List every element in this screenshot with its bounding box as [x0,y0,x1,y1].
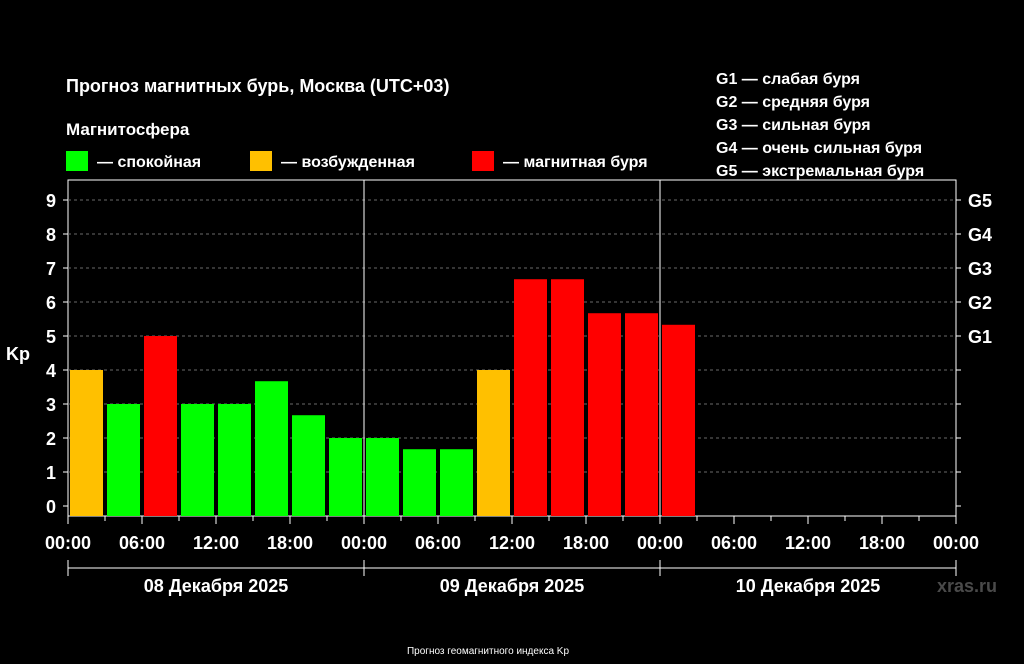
kp-bar [366,438,399,516]
right-tick-label: G1 [968,327,992,347]
x-tick-label: 00:00 [637,533,683,553]
x-tick-label: 06:00 [711,533,757,553]
y-tick-label: 8 [46,225,56,245]
g-scale-item: G4 — очень сильная буря [716,140,922,157]
legend-swatch-disturbed [250,151,272,171]
y-tick-label: 0 [46,497,56,517]
g-scale-item: G2 — средняя буря [716,94,870,111]
x-tick-label: 06:00 [415,533,461,553]
g-scale-list: G1 — слабая буря G2 — средняя буря G3 — си… [716,71,924,180]
day-label: 08 Декабря 2025 [144,576,289,596]
kp-bar [514,279,547,516]
plot-area: 0 1 2 3 4 5 6 7 8 9 G1 G2 G3 G4 G5 00:00 06:00 12:00 18:00… [45,179,992,596]
x-tick-label: 18:00 [859,533,905,553]
kp-bar [292,415,325,516]
y-tick-label: 1 [46,463,56,483]
legend-title: Магнитосфера [66,120,190,139]
kp-bar [107,404,140,516]
x-tick-label: 12:00 [785,533,831,553]
right-tick-label: G4 [968,225,992,245]
x-tick-label: 18:00 [267,533,313,553]
kp-bar [440,449,473,516]
y-axis-label: Kp [6,344,30,364]
legend-swatch-storm [472,151,494,171]
kp-bar [588,313,621,516]
kp-bar [70,370,103,516]
chart-title: Прогноз магнитных бурь, Москва (UTC+03) [66,76,449,96]
y-tick-label: 7 [46,259,56,279]
x-tick-label: 12:00 [193,533,239,553]
y-tick-label: 6 [46,293,56,313]
day-label: 09 Декабря 2025 [440,576,585,596]
right-tick-label: G2 [968,293,992,313]
kp-bar [477,370,510,516]
right-tick-label: G5 [968,191,992,211]
watermark: xras.ru [937,576,997,596]
g-scale-item: G5 — экстремальная буря [716,163,924,180]
legend-label-quiet: — спокойная [97,154,201,171]
legend-label-disturbed: — возбужденная [281,154,415,171]
x-tick-label: 00:00 [933,533,979,553]
y-tick-label: 4 [46,361,56,381]
kp-bar [255,381,288,516]
kp-bar [662,324,695,516]
right-tick-label: G3 [968,259,992,279]
day-label: 10 Декабря 2025 [736,576,881,596]
legend: — спокойная — возбужденная — магнитная бур… [66,151,648,171]
g-scale-item: G1 — слабая буря [716,71,860,88]
x-tick-label: 00:00 [45,533,91,553]
legend-label-storm: — магнитная буря [503,154,648,171]
x-tick-label: 12:00 [489,533,535,553]
x-tick-label: 06:00 [119,533,165,553]
y-tick-label: 5 [46,327,56,347]
kp-bar [218,404,251,516]
y-tick-label: 9 [46,191,56,211]
kp-bar [144,336,177,516]
kp-bar [403,449,436,516]
kp-bar [329,438,362,516]
kp-bar [181,404,214,516]
x-tick-label: 00:00 [341,533,387,553]
kp-bar [551,279,584,516]
kp-bar [625,313,658,516]
y-tick-label: 2 [46,429,56,449]
y-tick-label: 3 [46,395,56,415]
chart-caption: Прогноз геомагнитного индекса Kp [407,646,569,657]
g-scale-item: G3 — сильная буря [716,117,871,134]
x-tick-label: 18:00 [563,533,609,553]
legend-swatch-quiet [66,151,88,171]
